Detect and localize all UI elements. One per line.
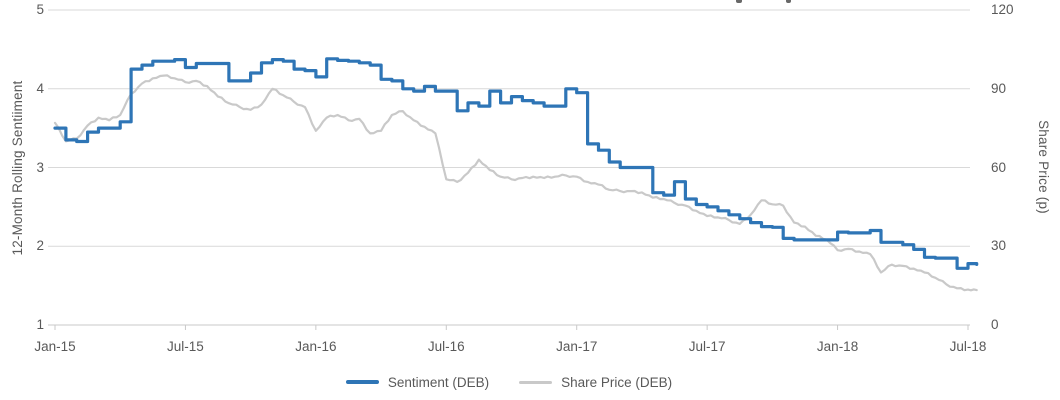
sentiment-line-swatch	[345, 380, 379, 384]
x-axis-tick-label: Jan-16	[295, 339, 337, 354]
legend-item-share-price: Share Price (DEB)	[519, 375, 672, 390]
x-axis-tick-label: Jul-18	[949, 339, 987, 354]
left-axis-tick-label: 4	[36, 80, 44, 96]
sentiment-line	[53, 57, 979, 270]
legend: Sentiment (DEB) Share Price (DEB)	[48, 372, 970, 392]
left-axis-tick-label: 5	[36, 2, 44, 17]
left-axis-tick-label: 2	[36, 238, 44, 254]
x-axis-tick-label: Jul-16	[427, 339, 465, 354]
x-axis-tick-label: Jan-18	[816, 339, 859, 354]
share-price-line-swatch	[519, 380, 553, 384]
x-axis-tick-label: Jul-15	[167, 339, 204, 354]
x-axis-tick-label: Jan-17	[556, 339, 598, 354]
right-axis-title: Share Price (p)	[1036, 120, 1051, 214]
legend-item-sentiment: Sentiment (DEB)	[345, 374, 490, 390]
right-axis-tick-label: 30	[991, 238, 1007, 254]
share-price-line	[53, 74, 978, 292]
right-axis-tick-label: 0	[991, 317, 999, 332]
gridlines	[48, 9, 970, 326]
legend-label-share-price: Share Price (DEB)	[561, 374, 673, 390]
cropped-title-glyph-tip	[736, 0, 742, 3]
right-axis-tick-label: 60	[991, 159, 1007, 175]
x-axis-tick-label: Jul-17	[688, 339, 726, 354]
right-axis-tick-label: 90	[991, 80, 1007, 96]
left-axis-tick-label: 1	[36, 317, 44, 332]
cropped-title-glyph-tip	[786, 0, 791, 3]
right-axis-tick-label: 120	[991, 2, 1014, 17]
x-axis-tick-label: Jan-15	[34, 339, 76, 354]
x-axis-tick-marks	[54, 325, 969, 330]
left-axis-tick-label: 3	[36, 159, 44, 175]
legend-label-sentiment: Sentiment (DEB)	[387, 374, 490, 390]
